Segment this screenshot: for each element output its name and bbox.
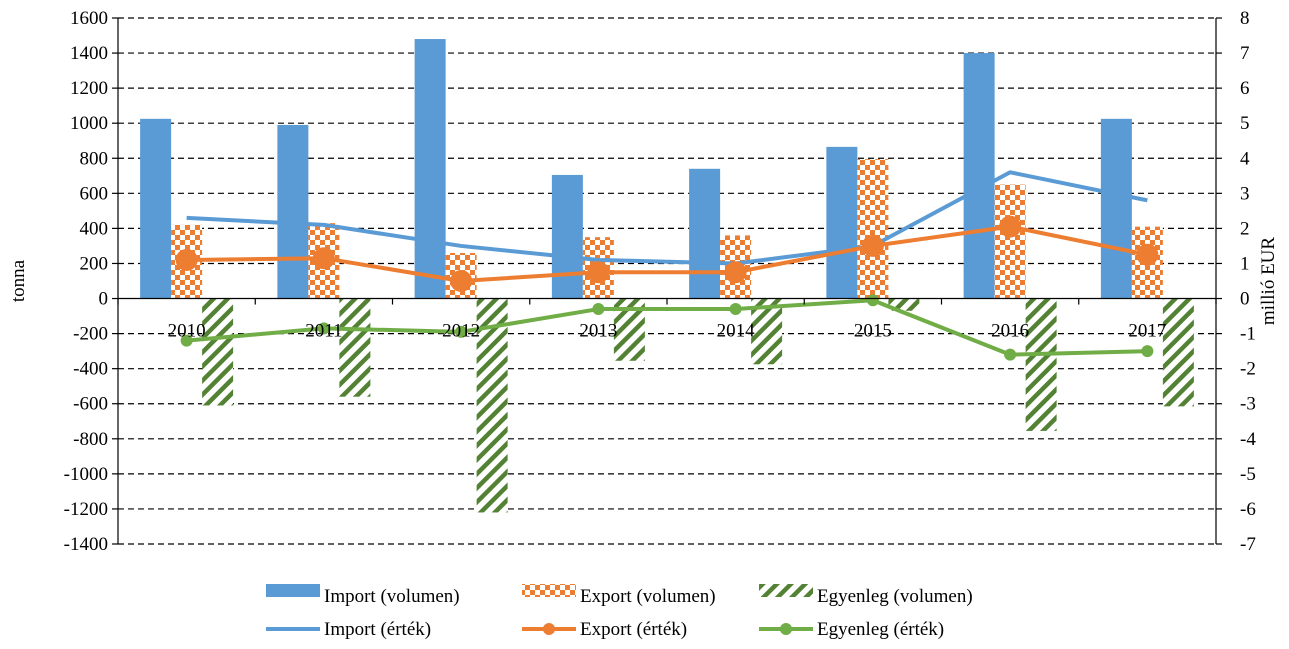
category-label: 2017 — [1128, 321, 1166, 342]
y-tick-label: 200 — [80, 253, 109, 274]
line-point — [455, 325, 468, 338]
legend-label: Egyenleg (volumen) — [817, 586, 973, 607]
legend-swatch — [522, 584, 576, 597]
y-tick-label: 800 — [80, 148, 109, 169]
line-point — [180, 334, 193, 347]
category-label: 2016 — [991, 321, 1029, 342]
y2-tick-label: -4 — [1240, 429, 1256, 450]
bar-solid-2010 — [140, 118, 172, 299]
y2-tick-label: 5 — [1240, 113, 1250, 134]
category-label: 2012 — [442, 321, 480, 342]
category-label: 2013 — [579, 321, 617, 342]
y-tick-label: 600 — [80, 183, 109, 204]
line-point — [866, 294, 879, 307]
legend: Import (volumen) Export (volumen) Egyenleg… — [266, 584, 973, 640]
axes: 1600 8 1400 7 1200 6 1000 5 800 4 600 3 400 2 200 1 0 0 -2… — [64, 8, 1257, 555]
legend-marker — [543, 623, 555, 635]
bar-solid-2012 — [414, 39, 446, 299]
line-point — [999, 215, 1022, 238]
y2-tick-label: -3 — [1240, 394, 1256, 415]
bar-solid-2016 — [963, 53, 995, 299]
bar-diagonal-2010 — [202, 298, 234, 406]
category-label: 2010 — [168, 321, 206, 342]
line-point — [1136, 243, 1159, 266]
y-tick-label: 1200 — [70, 78, 108, 99]
y-tick-label: -1000 — [64, 464, 108, 485]
y-tick-label: 1600 — [70, 8, 108, 29]
bar-solid-2015 — [826, 146, 858, 299]
bar-solid-2011 — [277, 124, 309, 299]
y2-tick-label: 6 — [1240, 78, 1250, 99]
legend-swatch — [759, 584, 813, 597]
y2-tick-label: 4 — [1240, 148, 1250, 169]
line-point — [1004, 348, 1017, 361]
line-point — [587, 261, 610, 284]
y2-tick-label: -2 — [1240, 359, 1256, 380]
series-line — [186, 170, 1148, 266]
y-tick-label: 0 — [99, 289, 109, 310]
line-point — [317, 322, 330, 335]
category-label: 2011 — [305, 321, 342, 342]
y-tick-label: -800 — [73, 429, 108, 450]
y-tick-label: 1400 — [70, 43, 108, 64]
bar-diagonal-2011 — [339, 298, 371, 397]
category-label: 2015 — [854, 321, 892, 342]
y-tick-label: 1000 — [70, 113, 108, 134]
y2-tick-label: -1 — [1240, 324, 1256, 345]
y-tick-label: -1400 — [64, 534, 108, 555]
line-point — [724, 261, 747, 284]
line-point — [312, 247, 335, 270]
line-point — [861, 234, 884, 257]
legend-label: Export (érték) — [580, 619, 687, 640]
legend-label: Import (volumen) — [324, 586, 460, 607]
y2-tick-label: -7 — [1240, 534, 1256, 555]
legend-label: Export (volumen) — [580, 586, 716, 607]
y2-tick-label: -6 — [1240, 499, 1256, 520]
bar-solid-2013 — [551, 174, 583, 299]
bar-marks — [140, 39, 1194, 513]
series-line — [186, 224, 1148, 283]
gridlines — [118, 17, 1216, 545]
line-marks — [175, 170, 1159, 361]
bar-diagonal-2016 — [1025, 298, 1057, 431]
legend-swatch — [266, 584, 320, 597]
line-point — [1141, 345, 1154, 358]
y-tick-label: 400 — [80, 218, 109, 239]
y2-tick-label: 3 — [1240, 183, 1250, 204]
y2-tick-label: -5 — [1240, 464, 1256, 485]
line-point — [729, 303, 742, 316]
series-line — [186, 298, 1148, 357]
y-tick-label: -600 — [73, 394, 108, 415]
line-point — [175, 248, 198, 271]
y-tick-label: -200 — [73, 324, 108, 345]
y2-tick-label: 7 — [1240, 43, 1250, 64]
legend-marker — [780, 623, 792, 635]
bar-checker-2015 — [857, 159, 889, 299]
bar-checker-2016 — [994, 184, 1026, 299]
legend-label: Import (érték) — [324, 619, 431, 640]
y-tick-label: -1200 — [64, 499, 108, 520]
category-label: 2014 — [717, 321, 756, 342]
y2-tick-label: 1 — [1240, 253, 1250, 274]
line-point — [450, 270, 473, 292]
y-axis-title: tonna — [8, 259, 29, 302]
y2-tick-label: 0 — [1240, 289, 1250, 310]
y2-tick-label: 2 — [1240, 218, 1250, 239]
legend-label: Egyenleg (érték) — [817, 619, 944, 640]
category-labels: 2010 2011 2012 2013 2014 2015 2016 2017 — [168, 321, 1167, 342]
bar-diagonal-2017 — [1162, 298, 1194, 407]
y-tick-label: -400 — [73, 359, 108, 380]
bar-diagonal-2012 — [476, 298, 508, 513]
line-point — [592, 303, 605, 316]
y2-tick-label: 8 — [1240, 8, 1250, 29]
y2-axis-title: millió EUR — [1258, 237, 1279, 325]
bar-solid-2014 — [689, 168, 721, 299]
bar-solid-2017 — [1100, 118, 1132, 299]
